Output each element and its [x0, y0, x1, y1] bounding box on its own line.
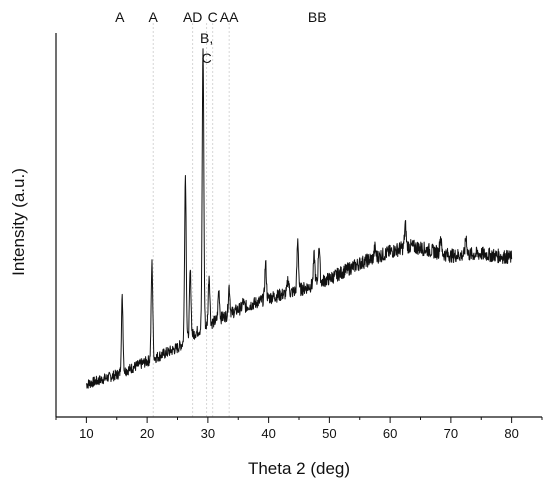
x-tick-label: 50 — [322, 426, 336, 441]
x-tick-label: 40 — [261, 426, 275, 441]
x-tick-label: 20 — [140, 426, 154, 441]
phase-marker-label: BB — [308, 9, 327, 25]
phase-marker-label: B, — [200, 30, 213, 46]
x-tick-label: 10 — [79, 426, 93, 441]
x-axis-ticks: 10 20 30 40 50 60 70 80 — [55, 417, 543, 441]
phase-marker-label: C — [208, 9, 218, 25]
y-axis-title: Intensity (a.u.) — [9, 168, 28, 276]
x-axis-title: Theta 2 (deg) — [248, 459, 350, 478]
phase-marker-label: A — [149, 9, 159, 25]
phase-marker-label: AD — [183, 9, 202, 25]
x-tick-label: 30 — [201, 426, 215, 441]
x-tick-label: 70 — [444, 426, 458, 441]
phase-marker-label: C — [202, 50, 212, 66]
x-tick-label: 80 — [504, 426, 518, 441]
intensity-series-line — [85, 48, 513, 389]
x-tick-label: 60 — [383, 426, 397, 441]
phase-marker-label: A — [115, 9, 125, 25]
phase-marker-labels: A A AD C AAB,CBB — [115, 9, 326, 66]
phase-marker-label: AA — [220, 9, 239, 25]
